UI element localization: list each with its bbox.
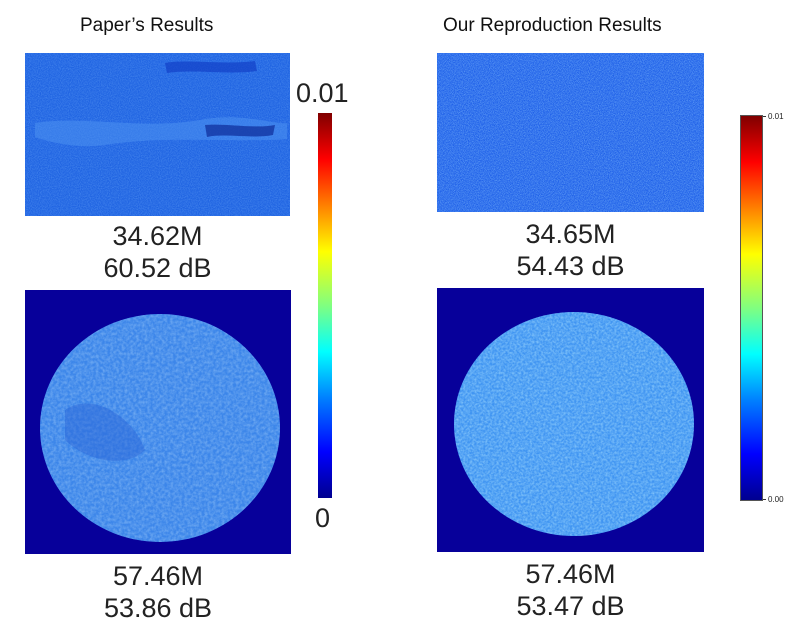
repro-top-psnr: 54.43 dB bbox=[516, 251, 625, 281]
right-heading: Our Reproduction Results bbox=[443, 15, 662, 36]
repro-bottom-params: 57.46M bbox=[525, 559, 616, 589]
repro-bottom-caption: 57.46M 53.47 dB bbox=[437, 558, 704, 622]
paper-bottom-error-map bbox=[25, 290, 291, 554]
paper-bottom-caption: 57.46M 53.86 dB bbox=[25, 560, 291, 624]
repro-colorbar-max-tick bbox=[763, 116, 766, 117]
repro-colorbar bbox=[740, 115, 763, 501]
repro-colorbar-max-label: 0.01 bbox=[768, 112, 784, 121]
paper-colorbar bbox=[318, 113, 332, 498]
paper-top-caption: 34.62M 60.52 dB bbox=[25, 220, 290, 284]
paper-top-error-map bbox=[25, 53, 290, 216]
repro-bottom-psnr: 53.47 dB bbox=[516, 591, 625, 621]
repro-top-params: 34.65M bbox=[525, 219, 616, 249]
paper-colorbar-min-label: 0 bbox=[315, 503, 331, 533]
repro-top-caption: 34.65M 54.43 dB bbox=[437, 218, 704, 282]
repro-bottom-error-map bbox=[437, 288, 704, 552]
repro-top-error-map bbox=[437, 53, 704, 212]
repro-colorbar-min-label: 0.00 bbox=[768, 495, 784, 504]
paper-colorbar-max-label: 0.01 bbox=[296, 78, 349, 108]
paper-top-psnr: 60.52 dB bbox=[103, 253, 212, 283]
paper-bottom-params: 57.46M bbox=[112, 561, 204, 591]
left-heading: Paper’s Results bbox=[80, 15, 214, 36]
paper-bottom-psnr: 53.86 dB bbox=[103, 593, 213, 623]
repro-colorbar-min-tick bbox=[763, 499, 766, 500]
paper-top-params: 34.62M bbox=[112, 221, 203, 251]
